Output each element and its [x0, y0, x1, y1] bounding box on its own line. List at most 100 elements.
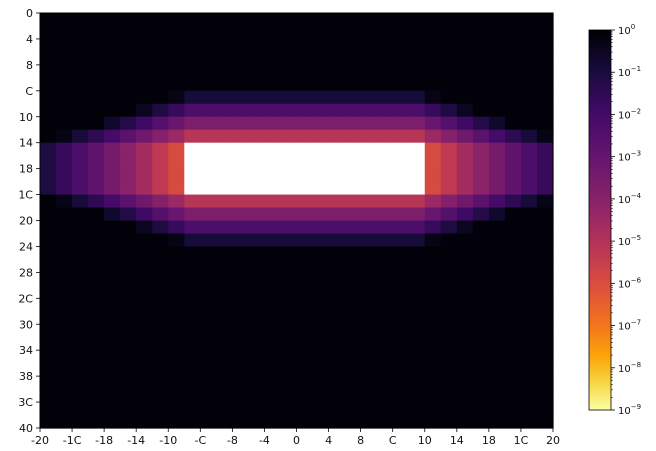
y-tick-label: 34 — [19, 344, 33, 357]
heatmap-cell — [120, 363, 137, 377]
heatmap-cell — [280, 246, 298, 261]
heatmap-cell — [168, 168, 185, 183]
heatmap-cell — [264, 376, 282, 390]
heatmap-cell — [104, 13, 121, 27]
heatmap-cell — [376, 272, 394, 286]
heatmap-cell — [344, 285, 362, 299]
heatmap-cell — [408, 324, 426, 338]
heatmap-cell — [200, 51, 217, 66]
heatmap-cell — [152, 116, 169, 131]
heatmap-cell — [440, 324, 458, 338]
heatmap-cell — [232, 363, 250, 377]
heatmap-cell — [488, 311, 506, 325]
heatmap-cell — [456, 311, 474, 325]
heatmap-cell — [440, 298, 458, 312]
x-tick-label: -4 — [259, 434, 270, 447]
heatmap-cell — [136, 168, 153, 183]
heatmap-cell — [504, 103, 522, 118]
heatmap-cell — [152, 298, 169, 312]
heatmap-cell — [376, 376, 394, 390]
heatmap-cell — [488, 233, 506, 248]
heatmap-cell — [440, 64, 458, 79]
heatmap-cell — [312, 363, 330, 377]
heatmap-cell — [488, 38, 506, 53]
heatmap-cell — [312, 298, 330, 312]
heatmap-cell — [136, 25, 153, 40]
heatmap-cell — [56, 142, 73, 157]
heatmap-cell — [456, 194, 474, 209]
heatmap-cell — [312, 194, 330, 209]
x-tick-label: 10 — [418, 434, 432, 447]
heatmap-cell — [312, 415, 330, 429]
heatmap-cell — [360, 246, 378, 261]
heatmap-cell — [232, 285, 250, 299]
heatmap-cell — [216, 181, 233, 196]
heatmap-cell — [72, 363, 89, 377]
heatmap-cell — [328, 155, 346, 170]
heatmap-cells — [40, 13, 554, 429]
heatmap-cell — [424, 155, 442, 170]
heatmap-cell — [184, 207, 201, 222]
heatmap-cell — [440, 233, 458, 248]
heatmap-cell — [200, 350, 217, 364]
heatmap-cell — [56, 194, 73, 209]
heatmap-cell — [456, 415, 474, 429]
heatmap-cell — [152, 194, 169, 209]
heatmap-cell — [72, 51, 89, 66]
heatmap-cell — [392, 64, 410, 79]
heatmap-cell — [232, 207, 250, 222]
heatmap-cell — [72, 376, 89, 390]
heatmap-cell — [408, 207, 426, 222]
heatmap-cell — [88, 246, 105, 261]
heatmap-cell — [520, 259, 538, 273]
heatmap-cell — [264, 77, 282, 92]
heatmap-cell — [88, 350, 105, 364]
heatmap-cell — [296, 77, 314, 92]
heatmap-cell — [472, 116, 490, 131]
heatmap-cell — [88, 168, 105, 183]
heatmap-cell — [88, 220, 105, 235]
colorbar-tick-label: 10−4 — [618, 192, 642, 206]
heatmap-cell — [216, 168, 233, 183]
heatmap-cell — [472, 77, 490, 92]
heatmap-cell — [376, 285, 394, 299]
heatmap-cell — [232, 116, 250, 131]
heatmap-cell — [328, 51, 346, 66]
heatmap-cell — [72, 103, 89, 118]
heatmap-cell — [152, 259, 169, 273]
heatmap-cell — [328, 77, 346, 92]
heatmap-cell — [104, 363, 121, 377]
heatmap-cell — [120, 272, 137, 286]
heatmap-cell — [200, 233, 217, 248]
heatmap-cell — [88, 337, 105, 351]
heatmap-cell — [520, 272, 538, 286]
heatmap-cell — [72, 155, 89, 170]
heatmap-cell — [104, 77, 121, 92]
heatmap-cell — [504, 389, 522, 403]
heatmap-cell — [328, 207, 346, 222]
heatmap-cell — [168, 116, 185, 131]
heatmap-cell — [488, 285, 506, 299]
heatmap-cell — [472, 389, 490, 403]
heatmap-cell — [280, 402, 298, 416]
y-tick-label: 20 — [19, 215, 33, 228]
heatmap-cell — [216, 402, 233, 416]
heatmap-cell — [264, 272, 282, 286]
heatmap-cell — [504, 415, 522, 429]
heatmap-cell — [232, 90, 250, 105]
heatmap-cell — [376, 220, 394, 235]
heatmap-cell — [136, 38, 153, 53]
heatmap-cell — [200, 155, 217, 170]
heatmap-cell — [472, 350, 490, 364]
heatmap-cell — [328, 233, 346, 248]
colorbar-tick-label: 10−8 — [618, 361, 641, 375]
heatmap-cell — [136, 13, 153, 27]
heatmap-cell — [312, 168, 330, 183]
heatmap-cell — [88, 51, 105, 66]
heatmap-cell — [536, 64, 554, 79]
heatmap-cell — [408, 285, 426, 299]
heatmap-cell — [424, 259, 442, 273]
heatmap-cell — [488, 181, 506, 196]
heatmap-cell — [232, 103, 250, 118]
heatmap-cell — [296, 350, 314, 364]
